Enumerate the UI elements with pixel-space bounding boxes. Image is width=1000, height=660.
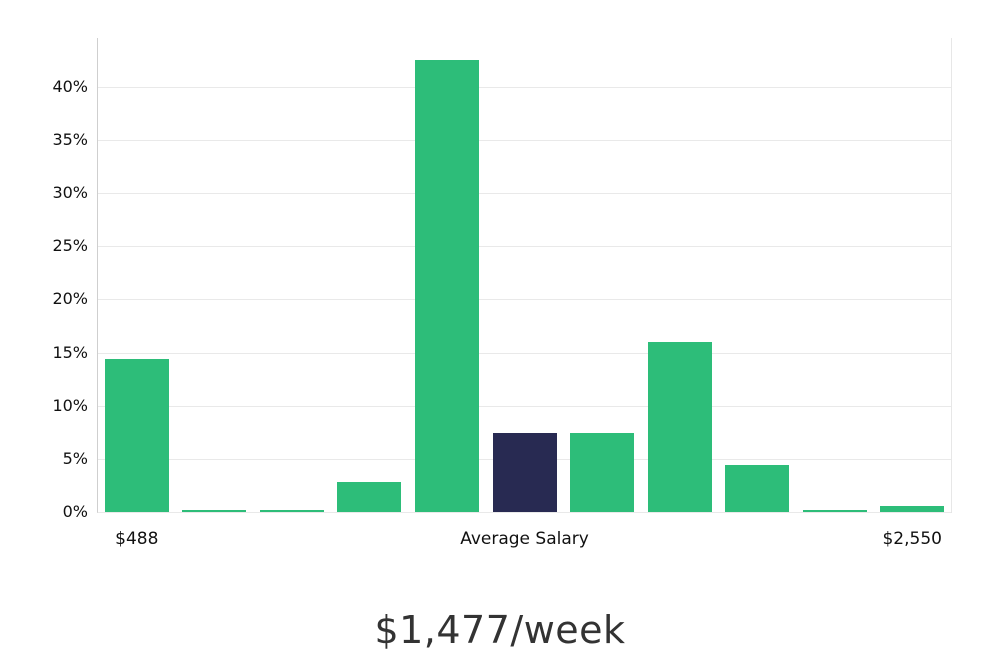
bar	[337, 482, 401, 512]
x-label-average-salary: Average Salary	[460, 529, 589, 549]
gridline	[98, 299, 951, 301]
bar-average-salary	[493, 433, 557, 512]
gridline	[98, 86, 951, 88]
y-tick-label: 35%	[52, 130, 88, 150]
bar	[803, 510, 867, 512]
y-tick-label: 25%	[52, 236, 88, 256]
gridline	[98, 193, 951, 195]
gridline	[98, 405, 951, 407]
bar	[648, 342, 712, 512]
bar	[880, 506, 944, 512]
x-label-min-salary: $488	[115, 529, 159, 549]
y-tick-label: 30%	[52, 183, 88, 203]
y-tick-label: 40%	[52, 76, 88, 96]
x-label-max-salary: $2,550	[882, 529, 942, 549]
y-tick-label: 10%	[52, 395, 88, 415]
x-axis-labels: $488 Average Salary $2,550	[98, 529, 951, 553]
y-tick-label: 0%	[62, 502, 88, 521]
bar	[260, 510, 324, 512]
gridline	[98, 512, 951, 513]
bar	[182, 510, 246, 512]
gridline	[98, 352, 951, 354]
average-salary-caption: $1,477/week	[374, 608, 626, 652]
bar	[725, 465, 789, 512]
bar	[570, 433, 634, 512]
gridline	[98, 246, 951, 248]
gridline	[98, 140, 951, 142]
y-tick-label: 20%	[52, 289, 88, 309]
y-tick-label: 5%	[62, 448, 88, 468]
bar	[415, 60, 479, 512]
bar	[105, 359, 169, 512]
plot-area: 0% 5% 10% 15% 20% 25% 30% 35% 40% $488 Average S…	[52, 38, 952, 549]
y-tick-label: 15%	[52, 342, 88, 362]
